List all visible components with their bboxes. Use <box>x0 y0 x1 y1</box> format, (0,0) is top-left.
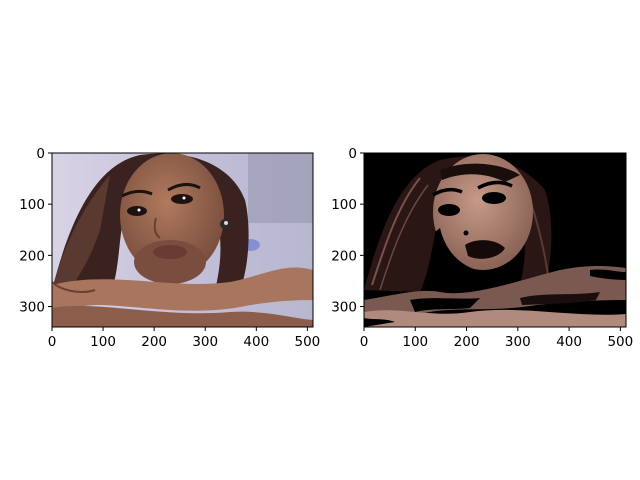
tick-group-thresholded: 0 100 200 300 400 500 0 100 200 300 <box>331 146 633 350</box>
image-panel-thresholded <box>364 153 626 327</box>
x-tick-label: 100 <box>90 334 116 350</box>
x-tick-label: 100 <box>402 334 428 350</box>
x-tick-label: 300 <box>505 334 531 350</box>
y-tick-label: 300 <box>19 300 45 316</box>
axes-frame-original <box>51 152 314 328</box>
y-tick-label: 0 <box>36 146 45 162</box>
y-tick-label: 300 <box>331 300 357 316</box>
x-tick-label: 500 <box>294 334 320 350</box>
y-tick-label: 200 <box>331 248 357 264</box>
image-panel-original <box>52 153 313 327</box>
y-tick-label: 0 <box>348 146 357 162</box>
x-tick-label: 400 <box>243 334 269 350</box>
tick-group-original: 0 100 200 300 400 500 0 100 200 300 <box>19 146 320 350</box>
x-tick-label: 0 <box>360 334 369 350</box>
y-tick-label: 100 <box>331 197 357 213</box>
x-tick-label: 200 <box>454 334 480 350</box>
y-tick-label: 200 <box>19 248 45 264</box>
x-tick-label: 500 <box>607 334 633 350</box>
x-tick-label: 0 <box>48 334 57 350</box>
axes-frame-thresholded <box>363 152 627 328</box>
x-tick-label: 300 <box>192 334 218 350</box>
x-tick-label: 400 <box>556 334 582 350</box>
y-tick-label: 100 <box>19 197 45 213</box>
x-tick-label: 200 <box>141 334 167 350</box>
